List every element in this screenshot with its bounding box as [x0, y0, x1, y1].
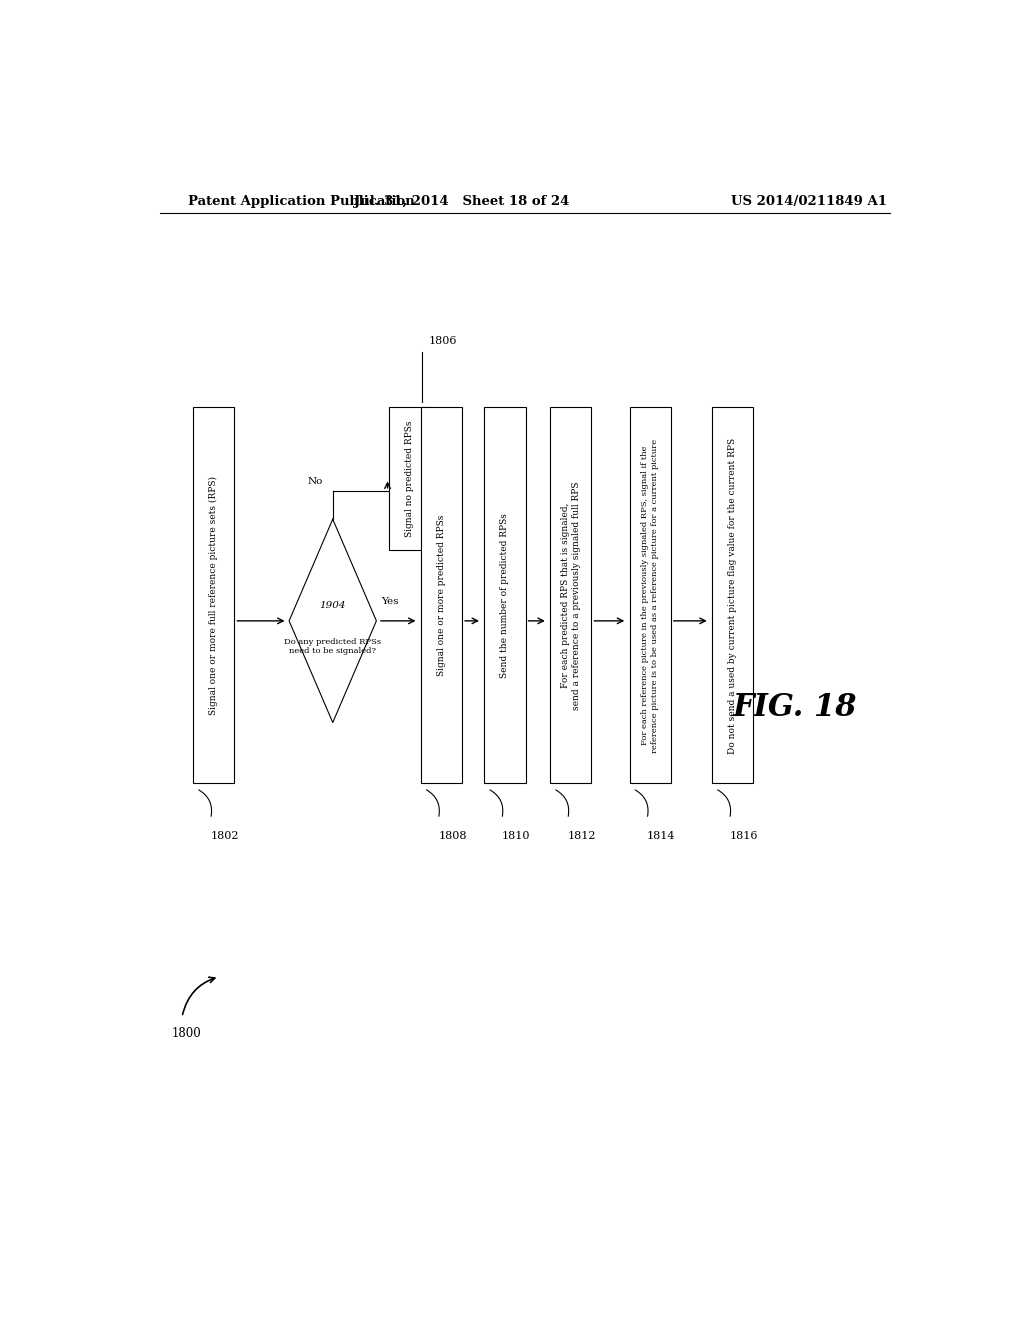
Text: Do not send a used by current picture flag value for the current RPS: Do not send a used by current picture fl… [728, 437, 737, 754]
Text: 1802: 1802 [211, 832, 239, 841]
Text: 1800: 1800 [172, 1027, 202, 1040]
Text: 1814: 1814 [647, 832, 676, 841]
Text: 1810: 1810 [502, 832, 530, 841]
Bar [484, 408, 525, 784]
Text: Patent Application Publication: Patent Application Publication [187, 194, 415, 207]
Bar [550, 408, 592, 784]
Text: FIG. 18: FIG. 18 [732, 692, 857, 723]
Polygon shape [289, 519, 377, 722]
Text: No: No [308, 477, 324, 486]
Text: Signal one or more full reference picture sets (RPS): Signal one or more full reference pictur… [209, 477, 218, 715]
Text: 1808: 1808 [438, 832, 467, 841]
Text: Yes: Yes [381, 597, 398, 606]
Text: 1816: 1816 [729, 832, 758, 841]
Text: For each predicted RPS that is signaled,
send a reference to a previously signal: For each predicted RPS that is signaled,… [561, 482, 581, 710]
Bar [194, 408, 234, 784]
Text: For each reference picture in the previously signaled RPS, signal if the
referen: For each reference picture in the previo… [641, 438, 659, 752]
Text: Do any predicted RPSs
need to be signaled?: Do any predicted RPSs need to be signale… [285, 638, 381, 655]
Bar [712, 408, 754, 784]
Text: Send the number of predicted RPSs: Send the number of predicted RPSs [501, 513, 510, 678]
Text: Signal no predicted RPSs: Signal no predicted RPSs [406, 420, 415, 537]
Text: Jul. 31, 2014   Sheet 18 of 24: Jul. 31, 2014 Sheet 18 of 24 [353, 194, 569, 207]
Text: US 2014/0211849 A1: US 2014/0211849 A1 [731, 194, 887, 207]
Text: 1806: 1806 [429, 337, 458, 346]
Text: 1812: 1812 [567, 832, 596, 841]
Bar [421, 408, 462, 784]
Text: Signal one or more predicted RPSs: Signal one or more predicted RPSs [437, 515, 446, 676]
Text: 1904: 1904 [319, 601, 346, 610]
Bar [630, 408, 671, 784]
Bar [389, 408, 430, 549]
